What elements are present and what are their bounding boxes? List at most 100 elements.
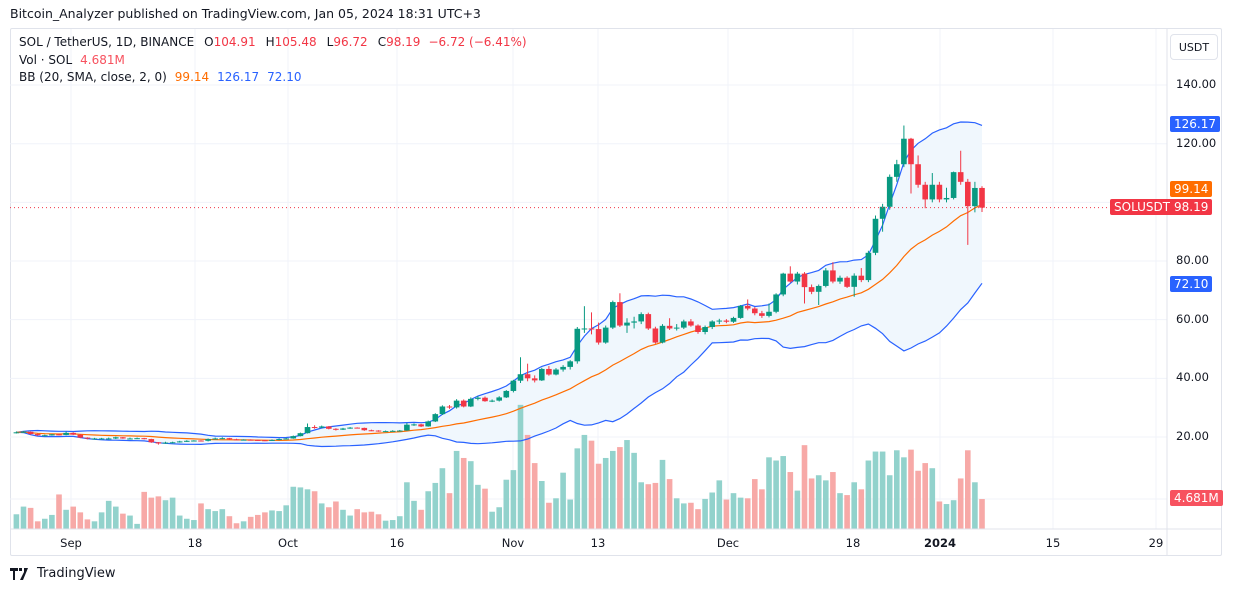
bb-label[interactable]: BB (20, SMA, close, 2, 0) xyxy=(19,70,167,84)
candle-body xyxy=(723,320,730,322)
candle xyxy=(517,357,524,384)
volume-bar xyxy=(638,482,644,529)
candle-body xyxy=(737,305,744,318)
candle xyxy=(602,325,609,344)
volume-bar xyxy=(830,472,836,529)
grid-lines xyxy=(10,29,1167,529)
volume-bar xyxy=(496,507,502,529)
candle xyxy=(702,325,708,335)
volume-bar xyxy=(453,450,460,529)
candle-body xyxy=(553,369,559,375)
candle xyxy=(709,320,715,330)
volume-bar xyxy=(340,509,346,529)
candle xyxy=(297,432,304,437)
volume-bar xyxy=(354,509,360,529)
volume-bar xyxy=(425,491,431,529)
candle xyxy=(42,434,48,437)
candle-body xyxy=(468,398,474,407)
candle-body xyxy=(773,294,779,312)
candle-body xyxy=(595,329,602,343)
candle xyxy=(333,428,339,431)
volume-bar xyxy=(602,457,609,529)
candle xyxy=(546,366,552,376)
volume-bar xyxy=(950,500,957,529)
candle-body xyxy=(922,184,928,200)
volume-bar xyxy=(979,499,985,529)
candle-body xyxy=(886,176,893,207)
volume-bar xyxy=(808,478,815,529)
time-tick: 2024 xyxy=(923,536,956,550)
candle-body xyxy=(808,287,815,292)
candle xyxy=(723,319,730,324)
volume-bar xyxy=(716,480,723,529)
candle xyxy=(752,307,758,316)
candle-body xyxy=(226,438,233,440)
candle-body xyxy=(460,400,467,407)
volume-bar xyxy=(404,482,410,529)
candle-body xyxy=(503,390,510,398)
volume-bar xyxy=(42,518,48,529)
candle-body xyxy=(752,308,758,314)
candle xyxy=(276,438,282,441)
volume-bar xyxy=(113,506,119,529)
candle-body xyxy=(340,428,346,430)
candle-body xyxy=(567,361,573,367)
volume-bar xyxy=(879,451,886,529)
volume-bar xyxy=(318,503,325,529)
volume-bar xyxy=(120,513,126,529)
volume-bar xyxy=(801,445,808,529)
volume-bar xyxy=(624,440,630,529)
candle-body xyxy=(233,439,240,441)
candle-body xyxy=(965,181,971,207)
volume-label[interactable]: Vol · SOL xyxy=(19,53,73,67)
candle xyxy=(219,437,226,440)
candle-body xyxy=(844,277,850,287)
volume-bar xyxy=(929,468,936,529)
candle-body xyxy=(375,430,382,432)
candle xyxy=(815,284,822,306)
volume-bar xyxy=(752,479,758,529)
candle xyxy=(553,368,559,376)
candle-body xyxy=(716,320,723,322)
candle-body xyxy=(432,414,439,422)
bb-basis-value: 99.14 xyxy=(174,70,210,84)
candle xyxy=(560,365,566,372)
candle-body xyxy=(957,172,964,182)
candle xyxy=(155,441,162,445)
candle xyxy=(141,437,147,440)
bb-upper-value: 126.17 xyxy=(217,70,260,84)
tradingview-logo[interactable]: TradingView xyxy=(10,566,116,581)
candle xyxy=(446,405,453,409)
volume-bar xyxy=(510,470,517,529)
time-tick: 13 xyxy=(590,536,606,550)
volume-bar xyxy=(98,512,105,529)
candle-body xyxy=(645,314,652,329)
symbol-title[interactable]: SOL / TetherUS, 1D, BINANCE xyxy=(19,35,195,49)
candle xyxy=(851,273,857,297)
candle xyxy=(595,322,602,345)
volume-bar xyxy=(503,479,510,529)
volume-bar xyxy=(773,460,779,529)
volume-bar xyxy=(901,457,907,529)
candle xyxy=(120,437,126,439)
volume-bar xyxy=(446,493,453,529)
candle xyxy=(468,397,474,408)
candle-body xyxy=(205,439,211,441)
currency-unit-button[interactable]: USDT xyxy=(1170,34,1218,60)
volume-bar xyxy=(851,482,857,529)
volume-bar xyxy=(155,496,162,529)
candle xyxy=(184,440,190,442)
candle xyxy=(759,310,765,318)
candle xyxy=(205,438,211,442)
candle xyxy=(737,305,744,319)
candle-body xyxy=(453,400,460,408)
volume-bar xyxy=(184,518,190,529)
candle xyxy=(411,423,417,426)
volume-bar xyxy=(169,497,176,529)
candle xyxy=(957,150,964,185)
bb-basis-tag: 99.14 xyxy=(1170,181,1213,197)
volume-bar xyxy=(553,498,559,529)
candle-body xyxy=(382,431,389,433)
candle-body xyxy=(247,439,254,441)
